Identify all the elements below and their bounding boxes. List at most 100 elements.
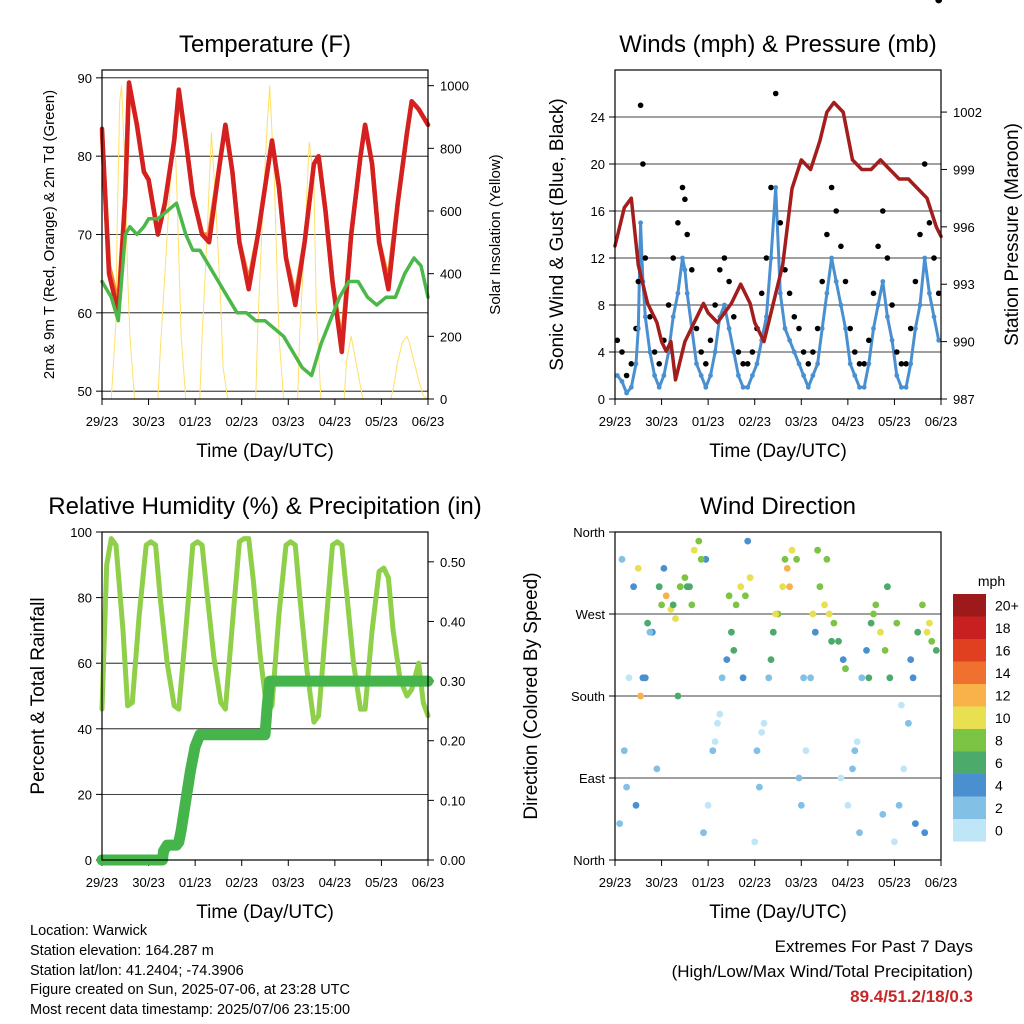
- direction-point: [772, 610, 780, 618]
- direction-point: [704, 801, 712, 809]
- y2-tick-label: 600: [440, 204, 462, 219]
- gust-point: [731, 314, 737, 320]
- gust-point: [772, 90, 779, 97]
- temperature-xlabel: Time (Day/UTC): [196, 441, 334, 462]
- x-tick-label: 03/23: [785, 414, 818, 429]
- gust-point: [684, 231, 690, 238]
- direction-point: [800, 674, 807, 682]
- direction-point: [872, 601, 880, 609]
- direction-point: [646, 628, 654, 636]
- winds-title: Winds (mph) & Pressure (mb): [619, 31, 936, 58]
- station-latlon: Station lat/lon: 41.2404; -74.3906: [30, 962, 244, 979]
- wind-point: [656, 384, 662, 390]
- colorbar-label: 0: [995, 822, 1003, 838]
- gust-point: [637, 102, 644, 109]
- direction-point: [893, 619, 901, 627]
- gust-point: [875, 243, 881, 250]
- direction-point: [709, 747, 717, 755]
- wind-point: [852, 373, 858, 378]
- humidity-title: Relative Humidity (%) & Precipitation (i…: [48, 493, 481, 520]
- gust-point: [810, 349, 816, 355]
- direction-point: [758, 729, 766, 736]
- wind-point: [880, 279, 886, 284]
- gust-point: [931, 255, 937, 261]
- direction-point: [655, 583, 663, 591]
- gust-point: [917, 231, 923, 238]
- y2-tick-label: 0.50: [440, 555, 465, 570]
- direction-point: [714, 719, 721, 727]
- direction-point: [795, 774, 803, 782]
- wind-point: [754, 361, 760, 367]
- direction-point: [844, 801, 852, 809]
- direction-point: [884, 583, 891, 591]
- x-tick-label: 01/23: [179, 414, 212, 429]
- gust-point: [675, 220, 681, 226]
- colorbar-label: 8: [995, 732, 1003, 748]
- colorbar-swatch: [953, 729, 986, 752]
- direction-point: [739, 674, 747, 682]
- gust-point: [870, 290, 877, 297]
- direction-point: [919, 601, 926, 609]
- colorbar-label: 20+: [995, 597, 1019, 613]
- winds-ylabel: Sonic Wind & Gust (Blue, Black): [547, 98, 568, 370]
- x-tick-label: 04/23: [319, 875, 352, 890]
- recent-timestamp: Most recent data timestamp: 2025/07/06 2…: [30, 1002, 351, 1019]
- direction-point: [688, 601, 696, 609]
- x-tick-label: 02/23: [225, 414, 258, 429]
- direction-point: [760, 719, 768, 727]
- direction-point: [742, 592, 749, 600]
- gust-point: [884, 255, 891, 261]
- temperature-ylabel: 2m & 9m T (Red, Orange) & 2m Td (Green): [41, 90, 58, 379]
- gust-point: [642, 255, 649, 261]
- wind-point: [726, 326, 732, 331]
- direction-point: [870, 610, 877, 618]
- wind-point: [787, 337, 792, 343]
- direction-point: [730, 647, 738, 654]
- humidity-frame: [101, 531, 429, 861]
- wind-point: [857, 384, 862, 390]
- direction-point: [788, 546, 796, 554]
- direction-point: [886, 674, 894, 682]
- wind-point: [796, 361, 802, 367]
- y2-tick-label: 0.10: [440, 793, 465, 808]
- wind-point: [815, 361, 820, 367]
- wind-point: [777, 290, 783, 296]
- gust-point: [880, 208, 886, 214]
- direction-point: [907, 656, 915, 663]
- humidity-ylabel: Percent & Total Rainfall: [28, 597, 49, 794]
- gust-point: [682, 196, 688, 203]
- gust-point: [735, 349, 742, 355]
- colorbar-title: mph: [978, 573, 1005, 589]
- colorbar-swatch: [953, 774, 986, 797]
- winds-ylabel-right: Station Pressure (Maroon): [1002, 123, 1023, 346]
- x-tick-label: 05/23: [365, 414, 398, 429]
- x-tick-label: 03/23: [272, 875, 305, 890]
- direction-point: [618, 555, 626, 563]
- y-tick-label: 80: [78, 149, 92, 164]
- extremes-title: Extremes For Past 7 Days: [774, 937, 973, 956]
- direction-point: [935, 0, 943, 4]
- y-tick-label: East: [579, 771, 605, 786]
- wind-point: [614, 373, 620, 378]
- direction-point: [728, 628, 735, 636]
- y-tick-label: North: [573, 525, 605, 540]
- y-tick-label: 0: [85, 853, 92, 868]
- direction-point: [891, 838, 898, 846]
- gust-point: [647, 314, 653, 320]
- direction-point: [669, 601, 677, 609]
- extremes-value: 89.4/51.2/18/0.3: [850, 987, 973, 1006]
- direction-point: [816, 583, 824, 591]
- direction-point: [769, 628, 777, 636]
- y2-tick-label: 0.40: [440, 614, 465, 629]
- direction-point: [723, 656, 731, 663]
- wind-point: [703, 384, 709, 390]
- gust-point: [656, 361, 662, 367]
- series-pressure: [613, 100, 943, 382]
- station-location: Location: Warwick: [30, 923, 148, 939]
- colorbar-label: 4: [995, 777, 1003, 793]
- gust-point: [856, 361, 863, 367]
- direction-point: [756, 783, 763, 791]
- direction-point: [809, 610, 817, 618]
- wind-point: [745, 384, 751, 390]
- direction-point: [751, 838, 759, 846]
